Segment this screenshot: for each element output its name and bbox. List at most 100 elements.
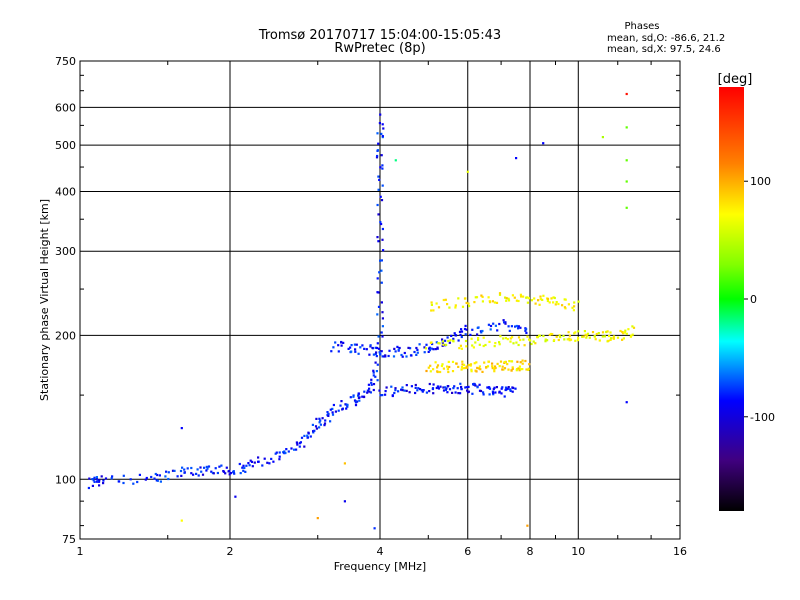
data-point bbox=[311, 423, 314, 426]
data-point bbox=[427, 350, 430, 353]
data-point bbox=[504, 296, 507, 299]
data-point bbox=[381, 167, 384, 170]
data-point bbox=[318, 426, 321, 429]
data-point bbox=[205, 465, 208, 468]
data-point bbox=[334, 341, 337, 344]
data-point bbox=[517, 327, 520, 330]
data-point bbox=[509, 340, 512, 343]
data-point bbox=[488, 387, 492, 390]
data-point bbox=[529, 339, 532, 342]
data-point bbox=[573, 332, 576, 335]
data-point bbox=[354, 348, 357, 351]
data-point bbox=[432, 348, 435, 351]
data-point bbox=[511, 367, 514, 370]
data-point bbox=[492, 391, 495, 394]
data-point bbox=[447, 385, 450, 388]
data-point bbox=[467, 363, 470, 367]
data-point bbox=[331, 407, 334, 410]
x-tick-label: 16 bbox=[673, 545, 687, 558]
data-point bbox=[469, 364, 472, 367]
data-point bbox=[403, 351, 406, 355]
data-point bbox=[376, 149, 379, 152]
data-point bbox=[427, 366, 430, 369]
data-point bbox=[492, 393, 495, 396]
data-point bbox=[380, 331, 383, 334]
data-point bbox=[474, 369, 477, 372]
data-point bbox=[511, 390, 514, 393]
data-point bbox=[551, 333, 554, 336]
data-point bbox=[471, 328, 474, 331]
data-point bbox=[513, 296, 516, 299]
data-point bbox=[472, 346, 475, 349]
data-point bbox=[118, 480, 121, 483]
data-point bbox=[363, 390, 366, 393]
data-point bbox=[460, 366, 464, 369]
data-point bbox=[91, 478, 94, 481]
data-point bbox=[381, 355, 384, 358]
data-point bbox=[625, 92, 628, 96]
data-point bbox=[337, 344, 340, 347]
data-point bbox=[376, 363, 379, 366]
data-point bbox=[612, 335, 616, 338]
data-point bbox=[316, 517, 319, 520]
data-point bbox=[377, 240, 380, 243]
data-point bbox=[521, 368, 524, 371]
data-point bbox=[414, 386, 417, 389]
data-point bbox=[487, 296, 490, 299]
data-point bbox=[507, 325, 510, 328]
data-point bbox=[585, 336, 588, 339]
data-point bbox=[382, 127, 385, 130]
data-point bbox=[622, 337, 625, 340]
data-point bbox=[530, 342, 533, 346]
data-point bbox=[504, 388, 507, 392]
data-point bbox=[441, 340, 445, 343]
data-point bbox=[247, 462, 250, 465]
data-point bbox=[552, 301, 555, 304]
data-point bbox=[403, 389, 406, 392]
data-point bbox=[381, 325, 384, 328]
data-point bbox=[505, 297, 508, 300]
data-point bbox=[517, 336, 521, 339]
data-point bbox=[546, 339, 549, 342]
data-point bbox=[569, 338, 573, 341]
data-point bbox=[581, 335, 584, 338]
data-point bbox=[474, 296, 477, 299]
data-point bbox=[507, 368, 510, 371]
data-point bbox=[232, 470, 235, 473]
data-point bbox=[437, 342, 440, 345]
data-point bbox=[493, 345, 496, 348]
data-point bbox=[574, 331, 577, 334]
data-point bbox=[475, 361, 478, 364]
data-point bbox=[332, 346, 335, 349]
data-point bbox=[567, 303, 570, 306]
data-point bbox=[110, 477, 113, 480]
data-point bbox=[181, 466, 184, 469]
data-point bbox=[586, 332, 590, 335]
data-point bbox=[549, 332, 553, 336]
data-point bbox=[509, 337, 512, 340]
data-point bbox=[153, 477, 156, 480]
data-point bbox=[515, 341, 518, 344]
data-point bbox=[439, 385, 442, 388]
data-point bbox=[525, 331, 528, 334]
data-point bbox=[212, 472, 215, 475]
colorbar-tick-label: 0 bbox=[750, 293, 757, 306]
data-point bbox=[391, 394, 394, 397]
data-point bbox=[470, 368, 473, 371]
data-point bbox=[502, 319, 505, 322]
data-point bbox=[371, 346, 374, 350]
data-point bbox=[207, 465, 211, 468]
data-point bbox=[393, 391, 396, 395]
data-point bbox=[200, 470, 203, 473]
data-point bbox=[511, 294, 514, 297]
data-point bbox=[239, 472, 242, 475]
y-tick-label: 400 bbox=[55, 185, 76, 198]
x-tick-label: 2 bbox=[227, 545, 234, 558]
data-point bbox=[445, 387, 448, 390]
data-point bbox=[457, 365, 460, 368]
data-point bbox=[210, 470, 213, 473]
data-point bbox=[624, 329, 627, 332]
data-point bbox=[122, 481, 125, 485]
data-point bbox=[309, 435, 312, 438]
data-point bbox=[375, 370, 378, 373]
